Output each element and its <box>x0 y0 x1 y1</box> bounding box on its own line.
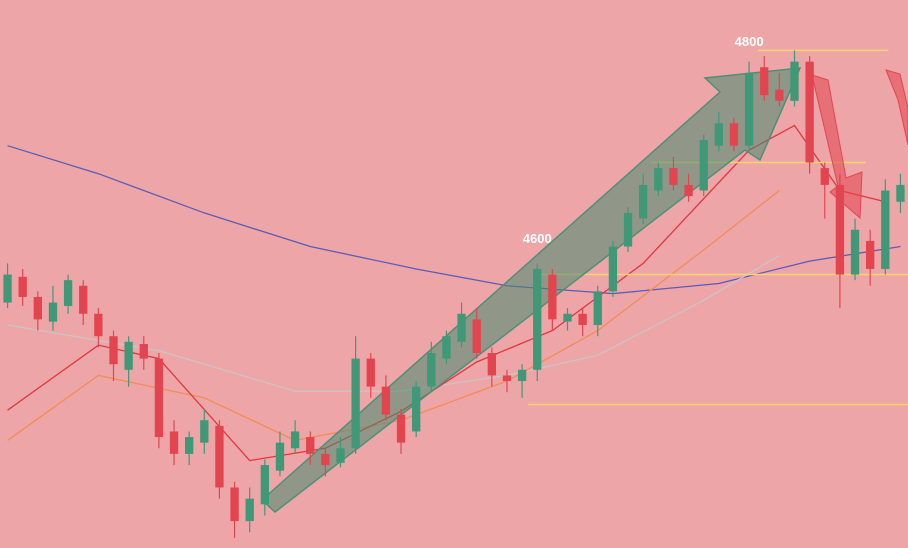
candle-body <box>533 268 542 370</box>
candle-body <box>744 72 754 146</box>
candle-body <box>548 274 557 320</box>
candle-body <box>578 313 587 325</box>
candle-body <box>230 487 239 522</box>
candle-body <box>775 89 784 101</box>
candle-body <box>805 61 814 163</box>
candle-body <box>63 280 73 306</box>
candle-body <box>396 414 406 443</box>
candle-body <box>381 386 391 415</box>
candle-body <box>729 123 739 146</box>
trend-arrow-down <box>885 69 908 146</box>
candle-body <box>169 431 179 454</box>
candle-body <box>760 67 769 96</box>
candle-body <box>881 190 890 269</box>
candle-body <box>699 140 708 191</box>
candle-body <box>563 313 572 322</box>
candle-body <box>351 358 360 449</box>
candle-body <box>850 229 860 275</box>
indicator-lines <box>7 124 901 462</box>
candle-body <box>593 291 602 325</box>
candle-body <box>684 184 693 197</box>
candle-body <box>275 442 285 471</box>
candle-body <box>336 448 345 463</box>
candle-body <box>669 168 678 185</box>
candle-body <box>3 274 12 303</box>
candle-body <box>442 336 451 359</box>
level-label: 4800 <box>735 34 764 49</box>
candle-body <box>487 353 496 376</box>
candle-body <box>654 168 663 191</box>
candle-body <box>18 276 27 297</box>
candle-body <box>623 212 633 247</box>
candle-body <box>835 184 845 275</box>
candle-body <box>427 353 436 387</box>
candle-body <box>94 313 103 337</box>
candle-body <box>109 336 118 365</box>
candle-body <box>366 358 375 387</box>
candle-body <box>866 240 875 269</box>
candle-body <box>290 431 300 449</box>
candle-body <box>185 437 194 454</box>
candle-body <box>321 453 330 466</box>
candle-body <box>48 302 58 322</box>
candle-body <box>714 123 723 146</box>
candle-body <box>139 344 148 359</box>
candle-body <box>608 246 618 292</box>
moving-average <box>7 124 886 462</box>
trend-arrow-up <box>260 67 802 513</box>
labels: 4600 4800 <box>523 34 764 246</box>
candle-body <box>245 498 254 522</box>
candle-body <box>260 465 269 505</box>
candle-body <box>517 369 527 382</box>
candle-body <box>124 341 133 370</box>
candles <box>3 50 905 538</box>
trend-arrow-down <box>811 74 863 220</box>
candle-body <box>412 386 421 432</box>
moving-average <box>7 254 780 392</box>
candle-body <box>79 285 88 314</box>
candle-body <box>215 425 224 488</box>
candle-body <box>33 296 42 320</box>
candle-body <box>639 184 648 219</box>
moving-average <box>7 145 901 295</box>
candle-body <box>154 358 164 438</box>
level-label: 4600 <box>523 231 552 246</box>
candle-body <box>790 61 799 101</box>
candle-body <box>502 375 512 382</box>
candle-body <box>820 168 829 185</box>
candle-body <box>896 184 905 202</box>
candle-body <box>306 437 315 454</box>
candle-body <box>472 319 481 354</box>
candle-body <box>200 420 209 443</box>
candle-body <box>457 313 466 342</box>
